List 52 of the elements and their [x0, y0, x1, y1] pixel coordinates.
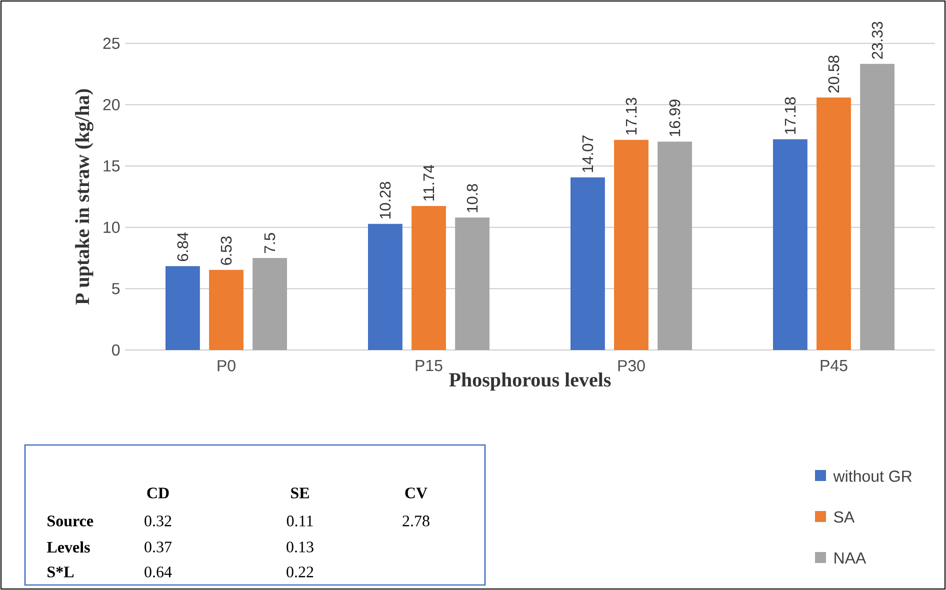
x-axis-title: Phosphorous levels	[449, 372, 611, 391]
x-tick-label: P45	[820, 360, 848, 372]
data-label: 6.53	[220, 236, 232, 265]
text: 0.13	[286, 542, 314, 552]
bar	[860, 64, 894, 350]
bar	[455, 218, 490, 350]
data-label: 10.8	[466, 184, 478, 212]
data-label: 17.18	[784, 97, 796, 134]
x-tick-label: P30	[618, 360, 645, 372]
text: 0.32	[144, 516, 172, 526]
y-tick-label: 15	[104, 160, 120, 172]
bar	[166, 266, 200, 350]
bar	[209, 270, 244, 350]
text: 0.64	[144, 566, 172, 578]
y-tick-label: 10	[104, 222, 120, 233]
bar	[368, 224, 402, 350]
x-tick-label: P0	[218, 360, 236, 372]
data-label: 14.07	[582, 136, 594, 172]
y-tick-label: 20	[103, 99, 120, 110]
data-label: 23.33	[872, 22, 883, 59]
y-tick-label: 25	[103, 38, 120, 49]
text: 0.37	[144, 542, 172, 552]
bar	[614, 140, 648, 350]
data-label: 17.13	[626, 98, 637, 134]
text: SE	[291, 488, 309, 498]
bar	[658, 142, 692, 350]
data-label: 10.28	[380, 182, 391, 218]
y-tick-label: 0	[112, 344, 120, 356]
y-tick-label: 5	[112, 283, 120, 294]
text: 0.22	[286, 566, 314, 578]
x-tick-label: P15	[416, 360, 442, 372]
data-label: 7.5	[264, 233, 276, 253]
bar	[252, 258, 287, 350]
data-label: 16.99	[669, 100, 680, 136]
data-label: 11.74	[423, 164, 434, 201]
text: 0.11	[286, 516, 313, 526]
text: 2.78	[402, 516, 430, 526]
legend-label: NAA	[834, 552, 866, 564]
legend-label: SA	[834, 511, 855, 523]
data-label: 6.84	[177, 232, 188, 262]
bar	[412, 206, 446, 350]
text: S*L	[48, 566, 74, 578]
text: CD	[147, 488, 169, 498]
text: CV	[405, 488, 428, 498]
text: Source	[48, 516, 94, 526]
text: Levels	[46, 541, 90, 553]
y-axis-title: P uptake in straw (kg/ha)	[75, 89, 94, 305]
legend-label: without GR	[833, 470, 912, 482]
bar	[816, 98, 851, 350]
data-label: 20.58	[828, 56, 840, 93]
bar	[773, 139, 808, 350]
bar	[570, 177, 605, 350]
